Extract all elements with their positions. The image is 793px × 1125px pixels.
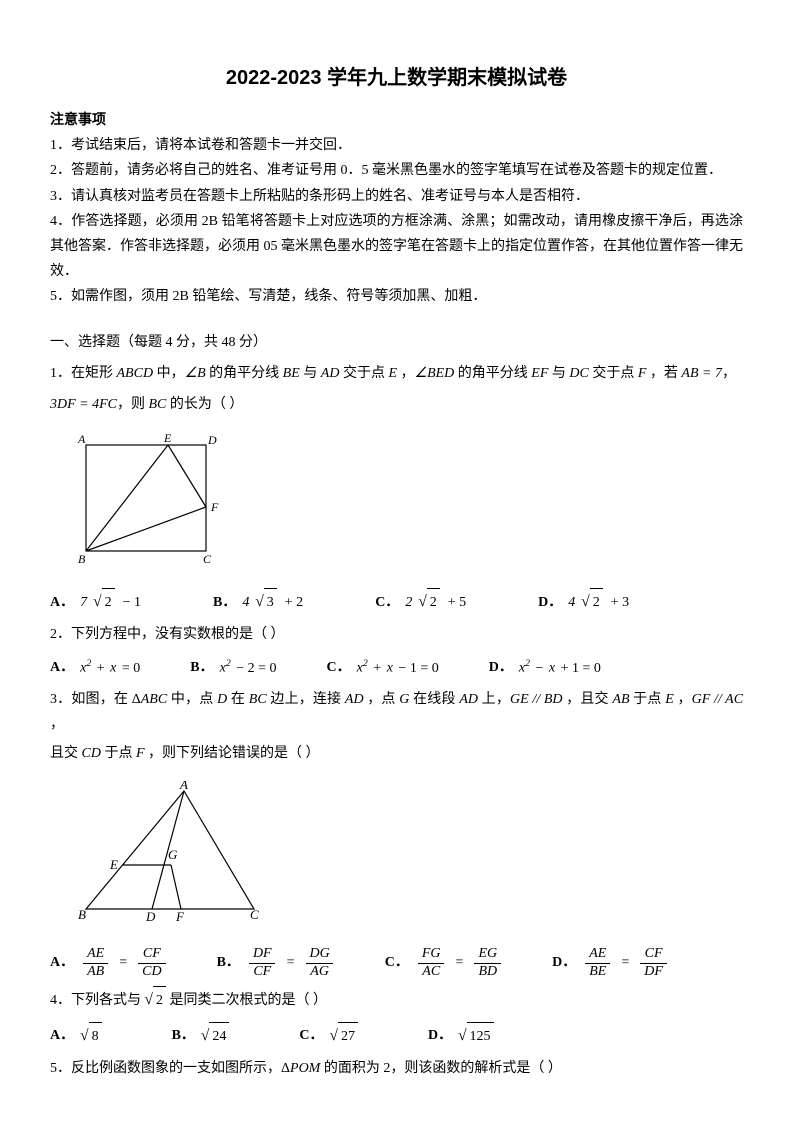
q1-options: A． 72 − 1 B． 43 + 2 C． 22 + 5 D． 42 + 3 [50,588,743,616]
notice-item-4: 4．作答选择题，必须用 2B 铅笔将答题卡上对应选项的方框涂满、涂黑；如需改动，… [50,209,743,285]
q1-option-a: A． 72 − 1 [50,588,143,616]
svg-text:B: B [78,552,86,566]
svg-text:F: F [175,909,185,924]
notice-item-3: 3．请认真核对监考员在答题卡上所粘贴的条形码上的姓名、准考证号与本人是否相符． [50,184,743,209]
svg-text:A: A [77,432,86,446]
q4-option-c: C． 27 [299,1022,358,1050]
svg-text:G: G [168,847,178,862]
q4-options: A． 8 B． 24 C． 27 D． 125 [50,1022,743,1050]
question-2: 2．下列方程中，没有实数根的是（ ） [50,622,743,647]
q1-line2: 3DF = 4FC，则 BC 的长为（ ） [50,392,743,417]
q4-option-d: D． 125 [428,1022,494,1050]
svg-text:E: E [109,857,118,872]
q2-option-a: A． x2 + x = 0 [50,655,142,681]
q4-option-b: B． 24 [172,1022,230,1050]
svg-text:B: B [78,907,86,922]
svg-text:C: C [203,552,212,566]
svg-text:F: F [210,500,219,514]
section-1-heading: 一、选择题（每题 4 分，共 48 分） [50,330,743,355]
svg-text:E: E [163,431,172,445]
q1-abcd: ABCD [117,366,154,381]
question-3-line2: 且交 CD 于点 F ，则下列结论错误的是（ ） [50,741,743,766]
q2-options: A． x2 + x = 0 B． x2 − 2 = 0 C． x2 + x − … [50,655,743,681]
notice-item-5: 5．如需作图，须用 2B 铅笔绘、写清楚，线条、符号等须加黑、加粗． [50,284,743,309]
q1-figure: A E D F B C [76,431,743,578]
notice-heading: 注意事项 [50,108,743,133]
q4-option-a: A． 8 [50,1022,102,1050]
q3-figure: A B C D F E G [76,781,743,936]
q3-option-d: D． AEBE=CFDF [552,946,670,981]
q3-option-a: A． AEAB=CFCD [50,946,169,981]
svg-text:D: D [207,433,217,447]
question-5: 5．反比例函数图象的一支如图所示，ΔPOM 的面积为 2，则该函数的解析式是（ … [50,1056,743,1081]
q1-option-b: B． 43 + 2 [213,588,305,616]
q2-option-c: C． x2 + x − 1 = 0 [327,655,441,681]
question-3: 3．如图，在 ΔABC 中，点 D 在 BC 边上，连接 AD ，点 G 在线段… [50,687,743,737]
q2-option-d: D． x2 − x + 1 = 0 [489,655,603,681]
q1-text: 1．在矩形 [50,366,117,381]
q1-option-c: C． 22 + 5 [375,588,468,616]
question-1: 1．在矩形 ABCD 中，∠B 的角平分线 BE 与 AD 交于点 E ，∠BE… [50,361,743,386]
svg-text:C: C [250,907,259,922]
notice-block: 注意事项 1．考试结束后，请将本试卷和答题卡一并交回． 2．答题前，请务必将自己… [50,108,743,310]
q3-options: A． AEAB=CFCD B． DFCF=DGAG C． FGAC=EGBD D… [50,946,743,981]
q2-option-b: B． x2 − 2 = 0 [190,655,278,681]
notice-item-1: 1．考试结束后，请将本试卷和答题卡一并交回． [50,133,743,158]
q3-option-c: C． FGAC=EGBD [385,946,504,981]
page-title: 2022-2023 学年九上数学期末模拟试卷 [50,60,743,96]
q1-option-d: D． 42 + 3 [538,588,631,616]
q3-option-b: B． DFCF=DGAG [217,946,337,981]
question-4: 4．下列各式与 2 是同类二次根式的是（ ） [50,986,743,1014]
notice-item-2: 2．答题前，请务必将自己的姓名、准考证号用 0．5 毫米黑色墨水的签字笔填写在试… [50,158,743,183]
svg-text:D: D [145,909,156,924]
svg-text:A: A [179,781,188,792]
